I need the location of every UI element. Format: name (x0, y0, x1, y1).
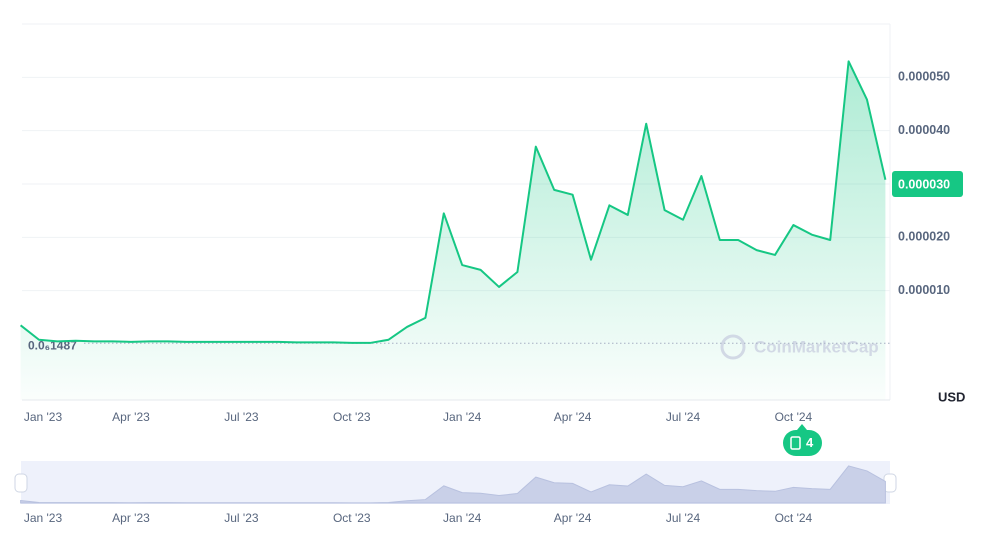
x-tick-label: Oct '24 (775, 410, 813, 424)
y-tick-label: 0.000050 (898, 70, 950, 84)
x-tick-label: Jan '24 (443, 410, 482, 424)
x-tick-label: Oct '23 (333, 410, 371, 424)
x-tick-label: Jan '23 (24, 410, 63, 424)
navigator-area (20, 465, 886, 504)
navigator-x-label: Apr '23 (112, 511, 150, 525)
navigator-x-label: Apr '24 (554, 511, 592, 525)
badge-count: 4 (806, 435, 814, 450)
navigator-handle[interactable] (14, 473, 28, 493)
watermark-logo (720, 334, 746, 360)
navigator-x-label: Jan '23 (24, 511, 63, 525)
price-badge (892, 171, 963, 197)
currency-label: USD (938, 389, 965, 404)
badge-icon (790, 436, 801, 450)
watermark: CoinMarketCap (720, 334, 879, 360)
x-tick-label: Jul '23 (224, 410, 259, 424)
x-tick-label: Apr '23 (112, 410, 150, 424)
area-fill (20, 61, 886, 400)
badge-pointer (797, 424, 807, 430)
navigator-x-label: Jan '24 (443, 511, 482, 525)
navigator-x-label: Oct '23 (333, 511, 371, 525)
x-tick-label: Apr '24 (554, 410, 592, 424)
y-tick-label: 0.000010 (898, 283, 950, 297)
navigator-x-label: Oct '24 (775, 511, 813, 525)
news-badge[interactable]: 4 (783, 424, 822, 456)
watermark-text: CoinMarketCap (754, 337, 879, 356)
y-tick-label: 0.000020 (898, 230, 950, 244)
x-tick-label: Jul '24 (666, 410, 701, 424)
price-badge-label: 0.000030 (898, 177, 950, 191)
price-line (19, 60, 887, 344)
navigator-x-label: Jul '23 (224, 511, 259, 525)
navigator-x-label: Jul '24 (666, 511, 701, 525)
badge[interactable] (783, 430, 822, 456)
y-tick-label: 0.000040 (898, 123, 950, 137)
